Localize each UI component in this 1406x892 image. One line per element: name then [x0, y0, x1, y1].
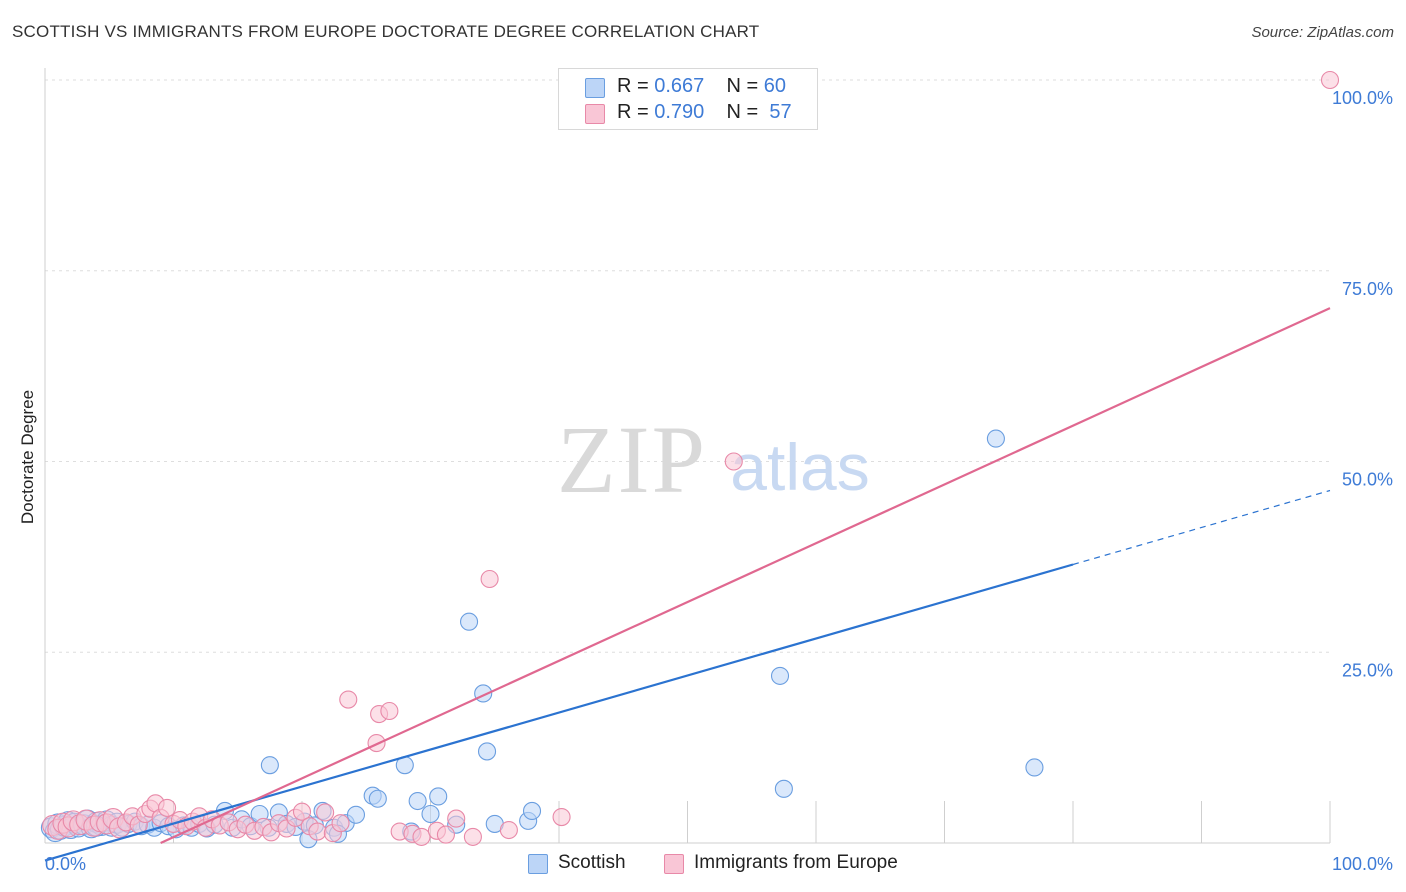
series-legend: Scottish Immigrants from Europe — [0, 850, 1406, 880]
legend-n-label: N = — [726, 75, 759, 97]
immigrants-point — [724, 452, 743, 471]
scottish-point — [459, 612, 479, 631]
legend-n-value: 57 — [769, 101, 792, 123]
immigrants-point — [412, 827, 431, 846]
x-tick-label-min: 0.0% — [45, 854, 86, 874]
immigrants-point — [380, 701, 399, 721]
chart-source: Source: ZipAtlas.com — [1251, 24, 1394, 41]
y-axis-label: Doctorate Degree — [18, 390, 37, 524]
scottish-point — [774, 779, 793, 798]
legend-swatch-scottish — [585, 78, 605, 98]
scottish-trend-line — [44, 563, 1074, 862]
y-tick-label: 25.0% — [1342, 660, 1393, 680]
legend-n-label: N = — [726, 101, 759, 123]
stats-legend: R = 0.667 N = 60 R = 0.790 N = 57 — [558, 68, 818, 130]
y-tick-label: 50.0% — [1342, 470, 1393, 490]
immigrants-trend-line — [160, 307, 1331, 845]
legend-n-value: 60 — [763, 75, 787, 97]
legend-r-value: 0.790 — [654, 101, 705, 123]
immigrants-point — [499, 820, 518, 840]
scatter-points — [40, 70, 1340, 849]
legend-swatch-scottish — [528, 854, 548, 874]
scottish-point — [477, 742, 497, 761]
scottish-point — [770, 666, 790, 685]
legend-swatch-immigrants — [664, 854, 684, 874]
immigrants-point — [292, 802, 312, 821]
x-tick-label-max: 100.0% — [1332, 854, 1393, 874]
scottish-point — [522, 801, 542, 821]
legend-r-value: 0.667 — [654, 75, 705, 97]
immigrants-point — [158, 798, 177, 817]
immigrants-point — [463, 827, 482, 846]
watermark-atlas: atlas — [730, 430, 869, 504]
scottish-point — [346, 805, 366, 824]
immigrants-point — [331, 814, 350, 833]
trend-lines — [44, 307, 1331, 862]
y-tick-label: 75.0% — [1342, 279, 1393, 299]
y-tick-label: 100.0% — [1332, 88, 1393, 108]
scottish-point — [986, 429, 1005, 448]
legend-r-label: R = — [617, 75, 649, 97]
scottish-point — [429, 787, 448, 806]
scottish-point — [421, 804, 440, 824]
immigrants-point — [480, 569, 499, 589]
immigrants-point — [436, 825, 455, 844]
watermark-zip: ZIP — [557, 406, 707, 513]
immigrants-point — [1320, 70, 1340, 90]
immigrants-point — [308, 822, 327, 841]
scottish-point — [408, 791, 427, 811]
y-tick-labels: 25.0% 50.0% 75.0% 100.0% — [1332, 88, 1393, 680]
immigrants-point — [316, 803, 335, 822]
x-tick-labels: 0.0% 100.0% — [45, 854, 1393, 874]
immigrants-point — [552, 808, 571, 827]
legend-r-label: R = — [617, 101, 649, 123]
legend-label-immigrants: Immigrants from Europe — [694, 852, 898, 873]
scottish-point — [260, 756, 279, 775]
chart-title: SCOTTISH VS IMMIGRANTS FROM EUROPE DOCTO… — [12, 22, 760, 41]
watermark: ZIP atlas — [557, 406, 870, 513]
scottish-point — [368, 789, 387, 808]
legend-label-scottish: Scottish — [558, 852, 626, 873]
immigrants-point — [339, 690, 358, 709]
legend-swatch-immigrants — [585, 104, 605, 124]
scottish-point — [1025, 758, 1044, 777]
scottish-trend-extension — [1072, 489, 1331, 566]
grid-lines — [45, 79, 1330, 653]
immigrants-point — [447, 809, 466, 828]
